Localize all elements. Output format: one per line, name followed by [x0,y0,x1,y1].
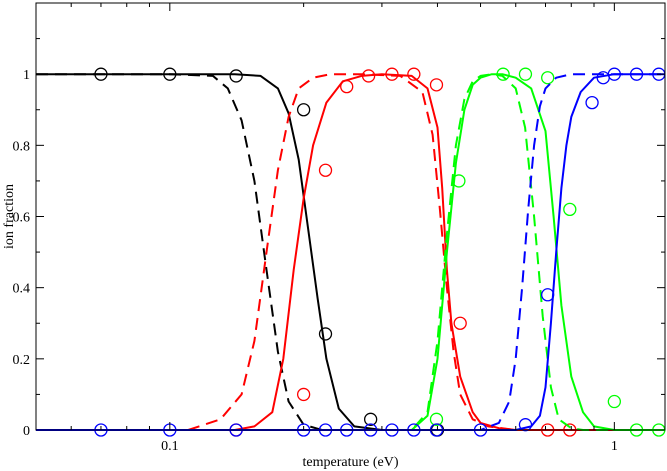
data-point-marker [585,95,599,110]
x-tick-label: 1 [611,439,618,454]
data-point-marker [496,67,510,81]
y-tick-label: 0.6 [13,211,31,226]
series-line-solid [36,73,665,431]
data-point-marker [541,288,555,302]
y-tick-label: 1 [23,68,30,83]
y-axis-title: ion fraction [2,184,17,249]
data-point-marker [452,174,466,188]
data-point-marker [563,202,577,217]
data-point-marker [296,387,311,402]
series-line-dashed [36,73,665,431]
series-line-dashed [36,73,355,431]
data-point-marker [318,327,333,341]
series-line-solid [36,73,665,431]
data-point-marker [364,412,378,426]
series-line-solid [36,73,665,431]
data-point-marker [163,67,177,81]
y-tick-label: 0.4 [13,282,31,297]
data-point-marker [518,418,533,432]
series-layer [36,67,666,437]
data-point-marker [94,67,108,81]
y-tick-label: 0.8 [13,139,31,154]
x-axis-title: temperature (eV) [303,455,399,470]
y-tick-label: 0 [23,424,30,439]
data-point-marker [429,78,444,92]
data-point-marker [518,67,533,81]
series-line-dashed [36,73,665,431]
data-point-marker [429,412,444,426]
y-tick-label: 0.2 [13,353,31,368]
ticks-layer: 0 0.2 0.4 0.6 0.8 1 0.1 1 [13,2,665,454]
data-point-marker [541,71,555,85]
series-line-solid [36,73,383,431]
data-point-marker [407,67,421,81]
data-point-marker [385,67,399,81]
data-point-marker [629,67,644,81]
data-point-marker [296,103,311,117]
data-point-marker [318,163,333,177]
data-point-marker [340,79,354,94]
x-tick-label: 0.1 [161,439,179,454]
data-point-marker [607,394,621,409]
data-point-marker [607,67,621,81]
data-point-marker [361,69,376,83]
data-point-marker [229,69,243,83]
data-point-marker [453,316,467,330]
